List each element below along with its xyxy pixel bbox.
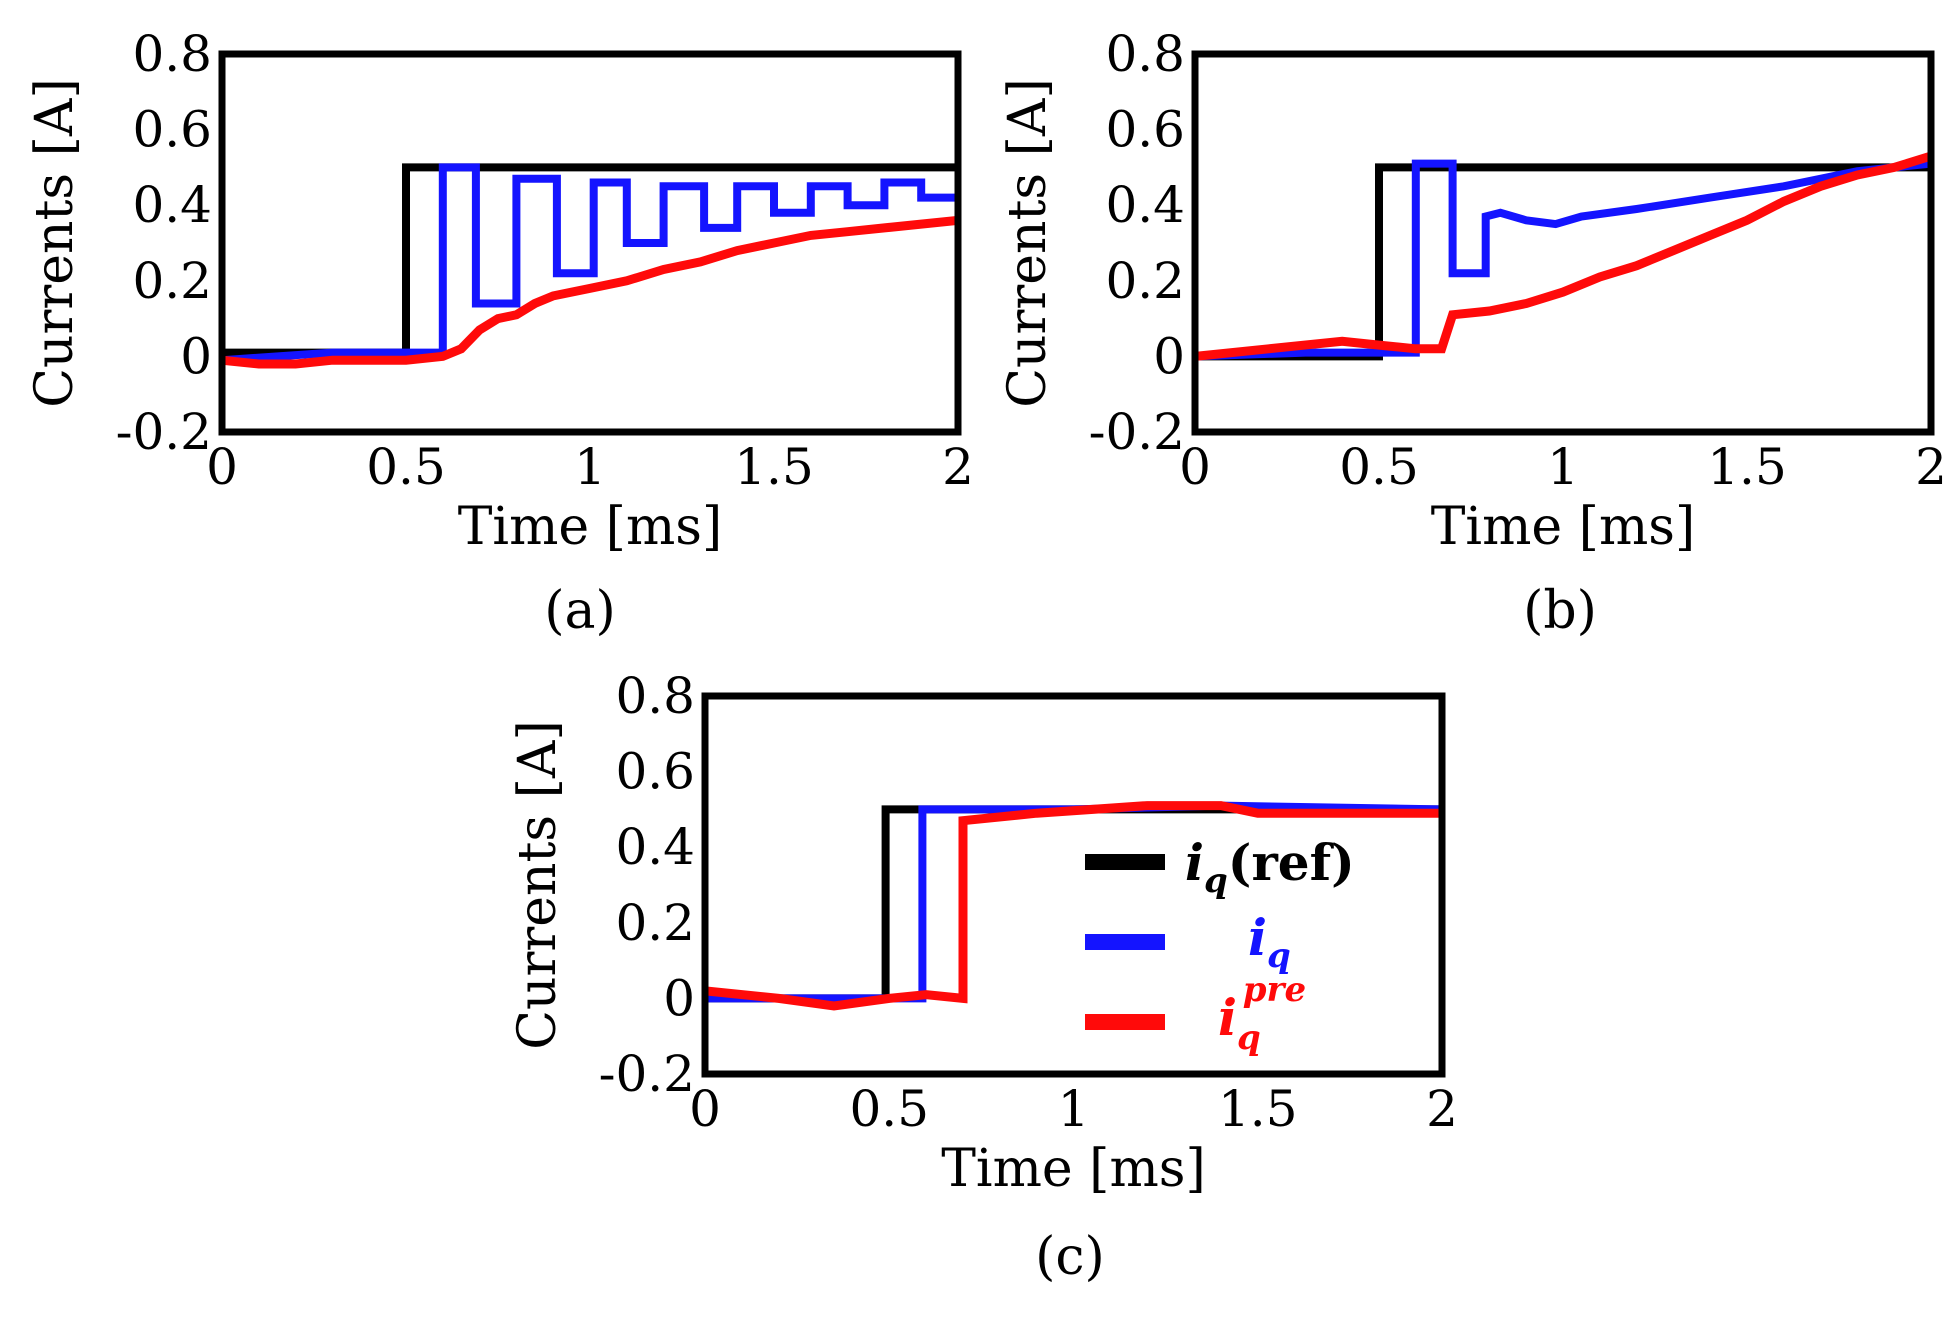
x-axis-label: Time [ms] <box>1431 497 1696 557</box>
x-tick-label: 1.5 <box>1707 438 1787 496</box>
y-tick-label: 0.8 <box>615 667 695 725</box>
legend-ref-main: i <box>1185 833 1204 892</box>
plot-frame <box>1191 50 1935 436</box>
x-tick-label: 1.5 <box>734 438 814 496</box>
plot-frame <box>218 50 962 436</box>
y-tick-label: -0.2 <box>116 403 212 461</box>
x-tick-label: 1 <box>574 438 606 496</box>
legend-pre-main: i <box>1218 988 1237 1047</box>
x-tick-label: 0.5 <box>1339 438 1419 496</box>
y-tick-label: 0 <box>663 969 695 1027</box>
y-tick-label: 0.2 <box>132 252 212 310</box>
plot-frame <box>701 692 1446 1078</box>
legend-iq-sub: q <box>1267 936 1291 976</box>
legend-ref-sub: q <box>1204 861 1228 901</box>
y-axis-label: Currents [A] <box>508 720 568 1050</box>
legend-pre-sub: q <box>1237 1018 1261 1058</box>
x-axis-label: Time [ms] <box>458 497 723 557</box>
panel-caption: (c) <box>1035 1227 1105 1287</box>
y-axis-label: Currents [A] <box>998 78 1058 408</box>
series-pre-line <box>705 801 1442 1011</box>
panel-caption: (b) <box>1523 581 1597 641</box>
y-tick-label: 0.4 <box>132 176 212 234</box>
series-pre-line <box>222 215 958 369</box>
x-tick-label: 1.5 <box>1218 1080 1298 1138</box>
x-axis-label: Time [ms] <box>941 1139 1206 1199</box>
x-tick-label: 0 <box>689 1080 721 1138</box>
x-tick-label: 2 <box>942 438 974 496</box>
x-tick-label: 0 <box>1179 438 1211 496</box>
y-tick-label: 0.8 <box>132 25 212 83</box>
y-tick-label: 0 <box>180 327 212 385</box>
x-tick-label: 0.5 <box>366 438 446 496</box>
y-tick-label: -0.2 <box>599 1045 695 1103</box>
y-tick-label: 0.2 <box>1105 252 1185 310</box>
x-tick-label: 1 <box>1547 438 1579 496</box>
y-tick-label: 0.8 <box>1105 25 1185 83</box>
panel-caption: (a) <box>544 581 616 641</box>
series-iq-line <box>1195 159 1931 361</box>
y-tick-label: -0.2 <box>1089 403 1185 461</box>
legend-label-pre: iq pre <box>1218 970 1306 1058</box>
series-ref-line <box>1195 163 1931 361</box>
y-tick-label: 0.4 <box>615 818 695 876</box>
legend-iq-main: i <box>1248 908 1267 967</box>
y-tick-label: 0.2 <box>615 894 695 952</box>
series-iq-line <box>222 163 958 365</box>
legend-label-iq: iq <box>1248 908 1291 976</box>
x-tick-label: 2 <box>1915 438 1947 496</box>
legend-label-ref: iq(ref) <box>1185 833 1355 901</box>
y-axis-label: Currents [A] <box>25 78 85 408</box>
legend-pre-sup: pre <box>1243 970 1306 1010</box>
y-tick-label: 0.6 <box>1105 101 1185 159</box>
y-tick-label: 0.4 <box>1105 176 1185 234</box>
y-tick-label: 0.6 <box>615 743 695 801</box>
y-tick-label: 0 <box>1153 327 1185 385</box>
x-tick-label: 1 <box>1058 1080 1090 1138</box>
y-tick-label: 0.6 <box>132 101 212 159</box>
x-tick-label: 0 <box>206 438 238 496</box>
series-pre-line <box>1195 151 1931 361</box>
legend: iq(ref) iq iqpre <box>1085 833 1355 1058</box>
x-tick-label: 2 <box>1426 1080 1458 1138</box>
x-tick-label: 0.5 <box>849 1080 929 1138</box>
legend-ref-tail: (ref) <box>1228 833 1355 892</box>
